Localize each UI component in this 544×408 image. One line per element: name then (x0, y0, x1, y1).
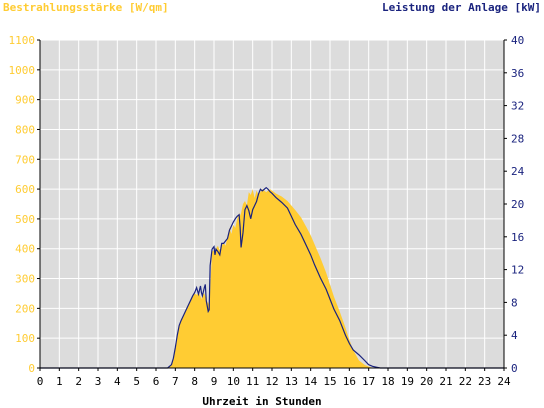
x-tick-label: 9 (211, 375, 218, 388)
right-tick-label: 28 (511, 132, 524, 145)
right-tick-label: 40 (511, 34, 524, 47)
x-tick-label: 12 (265, 375, 278, 388)
x-tick-label: 17 (362, 375, 375, 388)
right-tick-label: 20 (511, 198, 524, 211)
x-tick-label: 22 (459, 375, 472, 388)
x-tick-label: 19 (401, 375, 414, 388)
x-tick-label: 18 (381, 375, 394, 388)
x-tick-label: 4 (114, 375, 121, 388)
grid-lines (39, 39, 505, 369)
right-tick-label: 8 (511, 296, 518, 309)
left-tick-label: 100 (15, 332, 35, 345)
right-tick-label: 24 (511, 165, 525, 178)
power-line (40, 186, 504, 369)
x-axis-label: Uhrzeit in Stunden (202, 395, 321, 408)
x-tick-label: 16 (343, 375, 356, 388)
x-tick-label: 8 (191, 375, 198, 388)
right-axis-title: Leistung der Anlage [kW] (382, 1, 541, 14)
x-tick-label: 0 (37, 375, 44, 388)
right-tick-label: 4 (511, 329, 518, 342)
x-tick-label: 14 (304, 375, 318, 388)
left-tick-label: 600 (15, 183, 35, 196)
left-tick-label: 1000 (9, 64, 36, 77)
left-tick-label: 700 (15, 153, 35, 166)
left-tick-label: 800 (15, 123, 35, 136)
right-tick-label: 0 (511, 362, 518, 375)
right-axis-ticks: 0 4 8 12 16 20 24 28 32 36 40 (504, 34, 525, 375)
left-tick-label: 500 (15, 213, 35, 226)
x-tick-label: 24 (497, 375, 511, 388)
left-tick-label: 0 (28, 362, 35, 375)
right-tick-label: 32 (511, 100, 524, 113)
left-tick-label: 900 (15, 94, 35, 107)
right-tick-label: 16 (511, 231, 524, 244)
x-tick-label: 6 (153, 375, 160, 388)
x-tick-label: 3 (95, 375, 102, 388)
left-tick-label: 200 (15, 302, 35, 315)
left-axis-ticks: 0 100 200 300 400 500 600 700 800 900 1000 1100 (9, 34, 40, 375)
x-tick-label: 21 (439, 375, 452, 388)
x-tick-label: 23 (478, 375, 491, 388)
x-tick-label: 11 (246, 375, 259, 388)
left-tick-label: 300 (15, 273, 35, 286)
irradiance-area (40, 189, 504, 368)
x-tick-label: 5 (133, 375, 140, 388)
x-tick-label: 20 (420, 375, 433, 388)
right-tick-label: 36 (511, 67, 524, 80)
x-tick-label: 7 (172, 375, 179, 388)
x-tick-label: 1 (56, 375, 63, 388)
x-tick-label: 13 (285, 375, 298, 388)
x-tick-label: 2 (75, 375, 82, 388)
right-tick-label: 12 (511, 264, 524, 277)
left-tick-label: 400 (15, 243, 35, 256)
x-axis-ticks: 0 1 2 3 4 5 6 7 8 9 10 11 12 13 14 15 16 17 18 19 20 21 22 23 24 (37, 368, 511, 388)
left-tick-label: 1100 (9, 34, 36, 47)
left-axis-title: Bestrahlungsstärke [W/qm] (3, 1, 169, 14)
x-tick-label: 10 (227, 375, 240, 388)
x-tick-label: 15 (323, 375, 336, 388)
